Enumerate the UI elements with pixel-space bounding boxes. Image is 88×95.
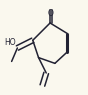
Text: HO: HO: [4, 38, 15, 47]
Text: O: O: [48, 9, 54, 18]
